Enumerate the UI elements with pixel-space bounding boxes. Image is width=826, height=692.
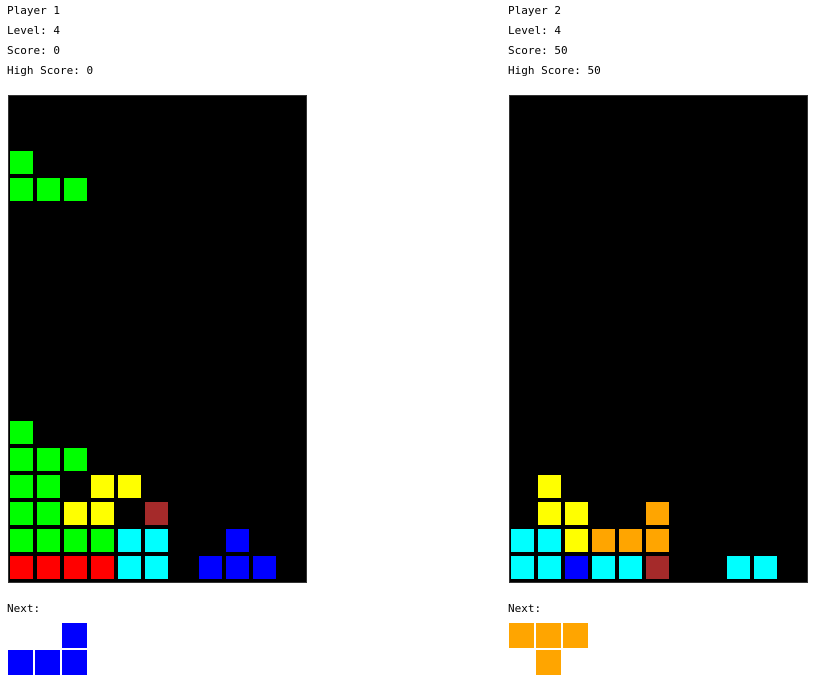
active-piece-cell [63, 177, 88, 202]
next-piece-cell [61, 649, 88, 676]
player-2-panel: Player 2 Level: 4 Score: 50 High Score: … [501, 0, 811, 692]
board-cell [198, 555, 223, 580]
board-cell [63, 501, 88, 526]
board-cell [510, 555, 535, 580]
next-piece-cell [535, 649, 562, 676]
board-cell [63, 447, 88, 472]
board-cell [537, 528, 562, 553]
next-piece-preview [508, 622, 618, 682]
next-label: Next: [7, 602, 41, 615]
player-title: Player 2 [508, 4, 561, 17]
board-cell [252, 555, 277, 580]
next-piece-cell [61, 622, 88, 649]
player-title: Player 1 [7, 4, 60, 17]
level-label: Level: 4 [7, 24, 60, 37]
next-piece-cell [34, 649, 61, 676]
board-cell [645, 555, 670, 580]
level-label: Level: 4 [508, 24, 561, 37]
board-cell [9, 528, 34, 553]
board-cell [225, 555, 250, 580]
board-cell [618, 528, 643, 553]
board-cell [753, 555, 778, 580]
board-cell [564, 501, 589, 526]
player-1-panel: Player 1 Level: 4 Score: 0 High Score: 0… [0, 0, 310, 692]
board-cell [36, 447, 61, 472]
next-piece-preview [7, 622, 117, 682]
active-piece-cell [36, 177, 61, 202]
board-cell [564, 528, 589, 553]
board-cell [90, 474, 115, 499]
board-cell [36, 474, 61, 499]
board-cell [9, 447, 34, 472]
board-cell [9, 555, 34, 580]
board-cell [537, 555, 562, 580]
game-board[interactable] [8, 95, 307, 583]
next-piece-cell [562, 622, 589, 649]
board-cell [90, 555, 115, 580]
board-cell [9, 501, 34, 526]
active-piece-cell [9, 177, 34, 202]
score-label: Score: 0 [7, 44, 60, 57]
board-cell [63, 528, 88, 553]
next-label: Next: [508, 602, 542, 615]
board-cell [117, 474, 142, 499]
board-cell [537, 501, 562, 526]
board-cell [9, 420, 34, 445]
next-piece-cell [535, 622, 562, 649]
board-cell [726, 555, 751, 580]
board-cell [591, 528, 616, 553]
board-cell [564, 555, 589, 580]
board-cell [591, 555, 616, 580]
next-piece-cell [7, 649, 34, 676]
board-cell [90, 528, 115, 553]
board-cell [144, 555, 169, 580]
board-cell [9, 474, 34, 499]
next-piece-cell [508, 622, 535, 649]
board-cell [36, 528, 61, 553]
board-cell [90, 501, 115, 526]
high-score-label: High Score: 0 [7, 64, 94, 77]
board-cell [144, 528, 169, 553]
board-cell [618, 555, 643, 580]
game-board[interactable] [509, 95, 808, 583]
active-piece-cell [9, 150, 34, 175]
score-label: Score: 50 [508, 44, 568, 57]
board-cell [645, 501, 670, 526]
board-cell [645, 528, 670, 553]
high-score-label: High Score: 50 [508, 64, 601, 77]
board-cell [225, 528, 250, 553]
board-cell [510, 528, 535, 553]
board-cell [537, 474, 562, 499]
board-cell [36, 501, 61, 526]
board-cell [63, 555, 88, 580]
board-cell [144, 501, 169, 526]
board-cell [36, 555, 61, 580]
board-cell [117, 555, 142, 580]
board-cell [117, 528, 142, 553]
